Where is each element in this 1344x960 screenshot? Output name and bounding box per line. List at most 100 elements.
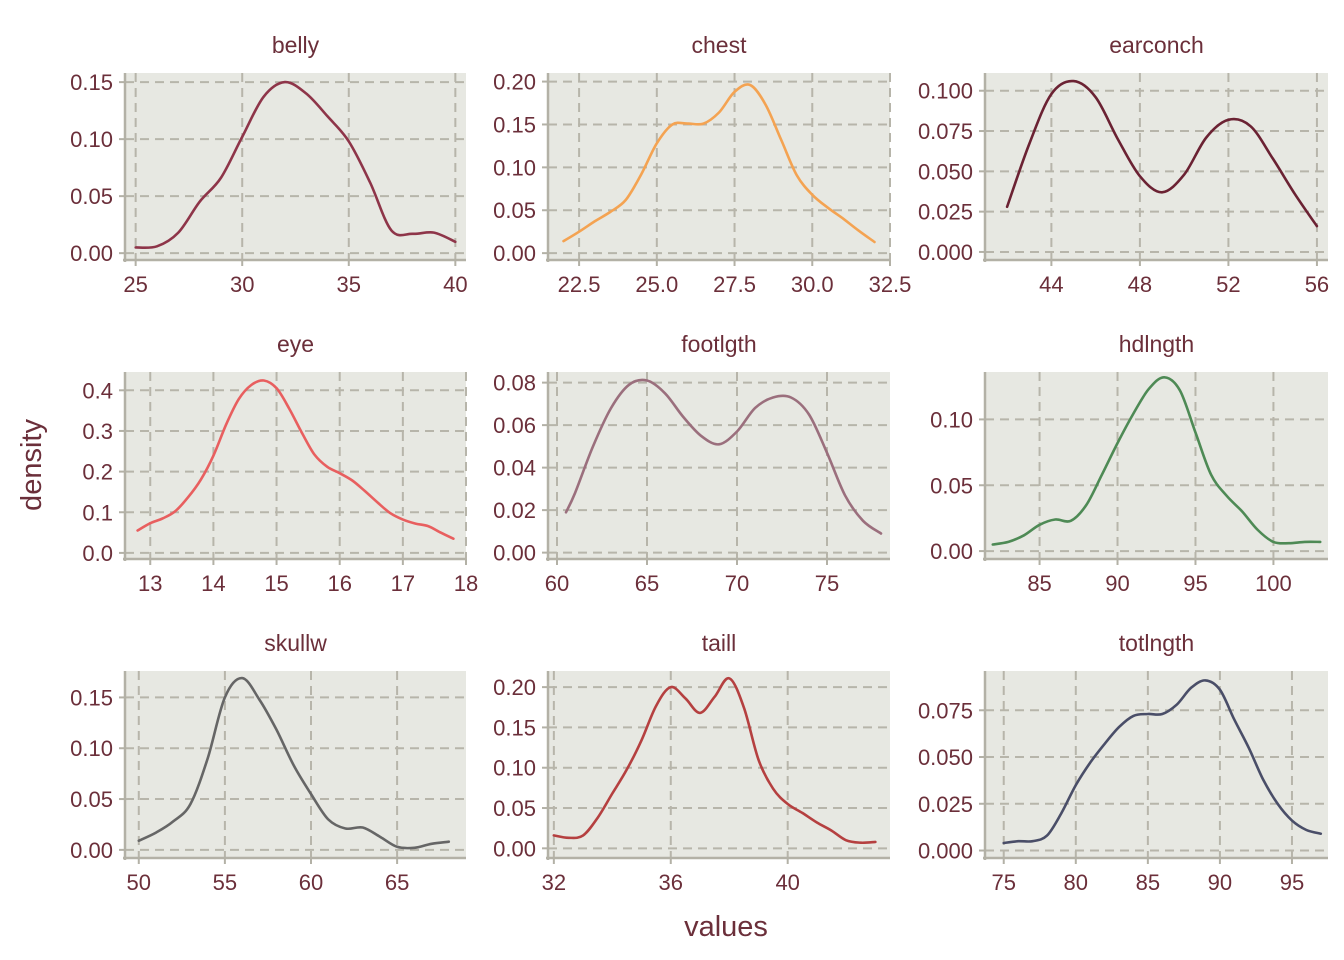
y-tick-label: 0.05 — [493, 198, 536, 223]
x-tick-label: 14 — [201, 571, 225, 596]
x-tick-label: 90 — [1105, 571, 1129, 596]
panel-totlngth: 75 80 85 90 95 0.000 0.025 0.050 0.075 totlngth — [918, 630, 1328, 895]
y-tick-label: 0.08 — [493, 371, 536, 396]
density-line-belly — [134, 80, 457, 250]
x-tick-label: 70 — [725, 571, 749, 596]
x-tick-label: 15 — [264, 571, 288, 596]
y-tick-label: 0.10 — [493, 756, 536, 781]
x-tick-label: 65 — [385, 870, 409, 895]
y-tick-label: 0.02 — [493, 498, 536, 523]
x-tick-label: 16 — [327, 571, 351, 596]
y-tick-label: 0.2 — [82, 460, 113, 485]
y-tick-label: 0.00 — [930, 539, 973, 564]
y-tick-label: 0.15 — [493, 715, 536, 740]
panel-title: taill — [702, 630, 737, 656]
y-tick-label: 0.10 — [70, 736, 113, 761]
y-tick-label: 0.06 — [493, 413, 536, 438]
y-tick-label: 0.05 — [930, 473, 973, 498]
x-tick-label: 55 — [213, 870, 237, 895]
y-tick-label: 0.05 — [70, 787, 113, 812]
x-tick-label: 17 — [391, 571, 415, 596]
density-line-hdlngth — [991, 376, 1322, 546]
panel-title: totlngth — [1119, 630, 1194, 656]
y-tick-label: 0.15 — [70, 70, 113, 95]
y-tick-label: 0.050 — [918, 745, 973, 770]
x-tick-label: 40 — [775, 870, 799, 895]
panel-background — [125, 372, 466, 559]
x-tick-label: 35 — [337, 272, 361, 297]
panel-background — [125, 73, 466, 260]
x-tick-label: 36 — [659, 870, 683, 895]
y-axis-title: density — [16, 419, 48, 511]
y-tick-label: 0.3 — [82, 419, 113, 444]
x-tick-label: 30 — [230, 272, 254, 297]
x-tick-label: 95 — [1183, 571, 1207, 596]
y-tick-label: 0.000 — [918, 839, 973, 864]
x-tick-label: 32.5 — [869, 272, 912, 297]
panel-background — [985, 671, 1328, 858]
x-tick-label: 95 — [1280, 870, 1304, 895]
y-tick-label: 0.20 — [493, 70, 536, 95]
y-tick-label: 0.025 — [918, 792, 973, 817]
x-tick-label: 65 — [635, 571, 659, 596]
x-tick-label: 32 — [542, 870, 566, 895]
x-tick-label: 80 — [1064, 870, 1088, 895]
y-tick-label: 0.4 — [82, 378, 113, 403]
density-line-totlngth — [1002, 679, 1323, 845]
x-tick-label: 56 — [1305, 272, 1329, 297]
x-tick-label: 13 — [138, 571, 162, 596]
y-tick-label: 0.000 — [918, 240, 973, 265]
x-tick-label: 30.0 — [791, 272, 834, 297]
density-line-skullw — [137, 676, 451, 850]
panel-title: eye — [277, 331, 314, 357]
x-tick-label: 75 — [991, 870, 1015, 895]
panel-background — [985, 73, 1328, 260]
y-tick-label: 0.15 — [70, 685, 113, 710]
y-tick-label: 0.075 — [918, 119, 973, 144]
y-tick-label: 0.05 — [70, 184, 113, 209]
y-tick-label: 0.15 — [493, 112, 536, 137]
y-tick-label: 0.00 — [493, 241, 536, 266]
panel-footlgth: 60 65 70 75 0.00 0.02 0.04 0.06 0.08 footlgth — [493, 331, 890, 596]
panel-skullw: 50 55 60 65 0.00 0.05 0.10 0.15 skullw — [70, 630, 466, 895]
density-line-taill — [552, 676, 877, 845]
x-tick-label: 25 — [123, 272, 147, 297]
panel-title: footlgth — [681, 331, 756, 357]
x-tick-label: 22.5 — [558, 272, 601, 297]
panel-background — [548, 372, 890, 559]
y-tick-label: 0.00 — [70, 241, 113, 266]
panel-eye: 13 14 15 16 17 18 0.0 0.1 0.2 0.3 0.4 eye — [82, 331, 478, 596]
x-tick-label: 44 — [1039, 272, 1063, 297]
x-tick-label: 90 — [1208, 870, 1232, 895]
y-tick-label: 0.00 — [493, 541, 536, 566]
y-tick-label: 0.10 — [930, 407, 973, 432]
y-tick-label: 0.10 — [493, 155, 536, 180]
x-tick-label: 85 — [1027, 571, 1051, 596]
panel-title: chest — [692, 32, 748, 58]
x-tick-label: 18 — [454, 571, 478, 596]
x-tick-label: 27.5 — [713, 272, 756, 297]
y-tick-label: 0.10 — [70, 127, 113, 152]
x-tick-label: 60 — [545, 571, 569, 596]
panel-chest: 22.5 25.0 27.5 30.0 32.5 0.00 0.05 0.10 0.15 0.20… — [493, 32, 911, 297]
y-tick-label: 0.050 — [918, 159, 973, 184]
panel-background — [548, 671, 890, 858]
panel-title: hdlngth — [1119, 331, 1194, 357]
x-tick-label: 60 — [299, 870, 323, 895]
y-tick-label: 0.025 — [918, 200, 973, 225]
panel-background — [985, 372, 1328, 559]
panel-title: earconch — [1109, 32, 1204, 58]
y-tick-label: 0.20 — [493, 675, 536, 700]
y-tick-label: 0.00 — [493, 836, 536, 861]
x-axis-title: values — [684, 911, 768, 943]
x-tick-label: 52 — [1216, 272, 1240, 297]
panel-title: belly — [272, 32, 320, 58]
density-line-chest — [562, 83, 876, 244]
density-line-eye — [136, 379, 455, 540]
x-tick-label: 48 — [1128, 272, 1152, 297]
panel-background — [125, 671, 466, 858]
y-tick-label: 0.04 — [493, 456, 536, 481]
panel-hdlngth: 85 90 95 100 0.00 0.05 0.10 hdlngth — [930, 331, 1328, 596]
panel-earconch: 44 48 52 56 0.000 0.025 0.050 0.075 0.100 earconc… — [918, 32, 1329, 297]
